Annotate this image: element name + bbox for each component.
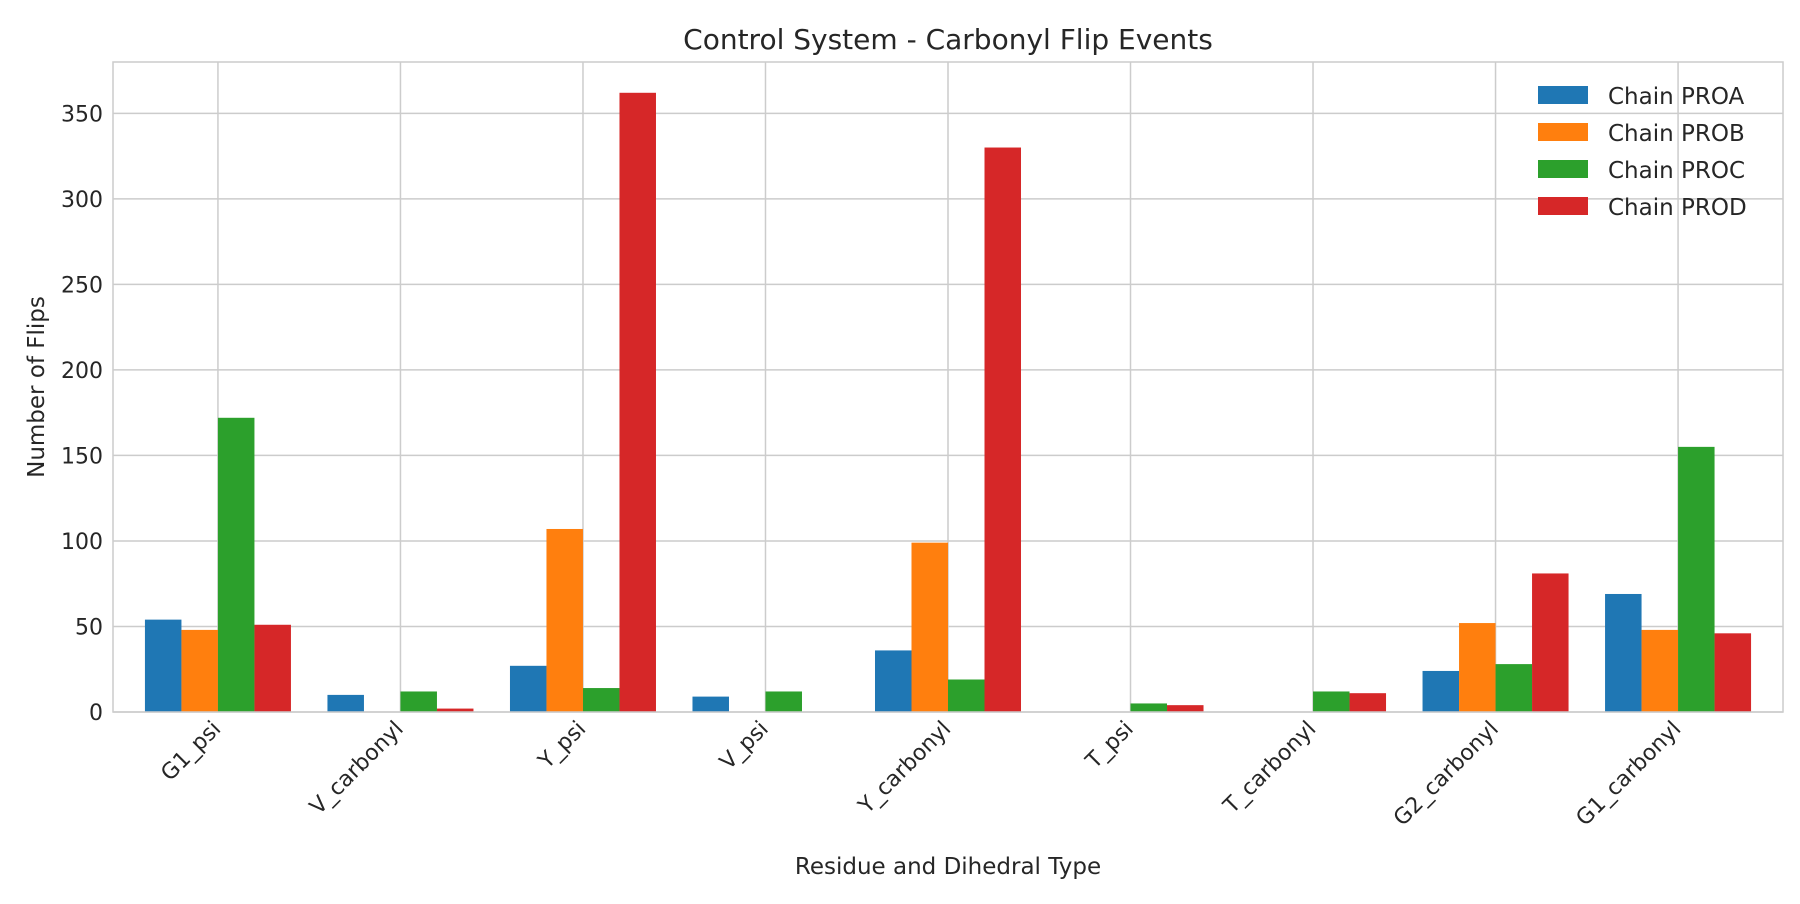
bar-chain-proa <box>692 696 729 712</box>
bar-chain-proa <box>874 650 912 712</box>
bar-chain-proa <box>1605 593 1642 712</box>
bar-chain-proa <box>327 694 364 712</box>
bar-chain-proa <box>144 619 182 712</box>
bar-chain-proc <box>948 679 985 712</box>
x-tick-label: V_psi <box>715 717 773 775</box>
legend-label: Chain PROC <box>1608 158 1745 184</box>
y-tick-labels: 0 50 100 150 200 250 300 350 <box>61 102 103 726</box>
bar-chain-proa <box>1422 670 1460 712</box>
legend-swatch <box>1538 160 1588 178</box>
bar-chain-proc <box>1130 703 1168 712</box>
bar-chain-proc <box>400 691 437 712</box>
y-tick-label: 300 <box>61 188 103 213</box>
bar-chain-prod <box>1167 705 1204 712</box>
legend: Chain PROA Chain PROB Chain PROC Chain PROD <box>1538 84 1747 221</box>
bar-chain-prod <box>436 708 474 712</box>
bar-chain-proc <box>582 688 620 712</box>
x-tick-label: Y_psi <box>533 717 591 775</box>
x-tick-label: G1_carbonyl <box>1572 717 1687 832</box>
y-tick-label: 0 <box>89 701 103 726</box>
bar-chain-prob <box>1641 629 1679 712</box>
x-tick-label: T_carbonyl <box>1218 717 1321 820</box>
y-axis-label: Number of Flips <box>24 296 50 478</box>
legend-swatch <box>1538 197 1588 215</box>
x-tick-label: T_psi <box>1081 717 1139 775</box>
legend-swatch <box>1538 86 1588 104</box>
bar-chain-prod <box>254 624 291 712</box>
bar-chain-prod <box>1714 633 1752 712</box>
legend-label: Chain PROD <box>1608 195 1747 221</box>
bar-chain-proc <box>217 417 255 712</box>
y-tick-label: 200 <box>61 359 103 384</box>
x-tick-labels: G1_psi V_carbonyl Y_psi V_psi Y_carbonyl T_ps… <box>156 717 1686 832</box>
x-tick-label: G2_carbonyl <box>1389 717 1504 832</box>
y-tick-label: 350 <box>61 102 103 127</box>
x-tick-label: G1_psi <box>156 717 226 787</box>
bar-chain-proa <box>509 665 547 712</box>
bar-chain-prob <box>1459 623 1496 712</box>
y-tick-label: 100 <box>61 530 103 555</box>
bar-chain-prod <box>984 147 1022 713</box>
bars <box>144 92 1752 713</box>
bar-chain-prod <box>1349 693 1387 712</box>
bar-chain-prod <box>1532 573 1569 712</box>
bar-chain-prod <box>619 92 656 712</box>
bar-chain-proc <box>1678 446 1715 712</box>
bar-chain-prob <box>546 528 583 712</box>
y-tick-label: 50 <box>75 615 103 640</box>
legend-label: Chain PROA <box>1608 84 1745 110</box>
x-axis-label: Residue and Dihedral Type <box>795 854 1101 880</box>
plot-frame <box>112 61 1784 713</box>
bar-chain-proc <box>1313 691 1350 712</box>
x-tick-label: V_carbonyl <box>305 717 408 820</box>
legend-swatch <box>1538 123 1588 141</box>
bar-chain-proc <box>1495 664 1533 712</box>
bar-chain-prob <box>181 629 218 712</box>
y-tick-label: 150 <box>61 444 103 469</box>
bar-chain-proc <box>765 691 802 712</box>
legend-label: Chain PROB <box>1608 121 1745 147</box>
y-tick-label: 250 <box>61 273 103 298</box>
x-tick-label: Y_carbonyl <box>853 717 956 820</box>
chart-title: Control System - Carbonyl Flip Events <box>683 23 1213 56</box>
bar-chain-prob <box>911 542 948 712</box>
